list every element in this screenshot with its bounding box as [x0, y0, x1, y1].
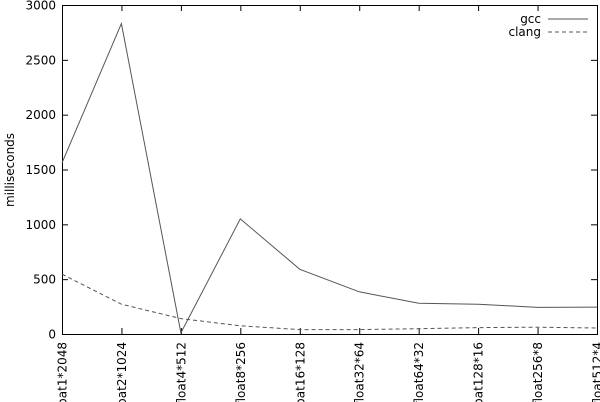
plot-frame: [62, 5, 598, 335]
x-tick-label: float256*8: [531, 342, 545, 402]
x-tick-label: float128*16: [472, 342, 486, 402]
x-axis: float1*2048 float2*1024 float4*512 float8*2…: [56, 5, 600, 402]
legend-label-clang: clang: [508, 25, 541, 39]
y-tick-label: 1000: [25, 218, 56, 232]
y-tick-label: 1500: [25, 163, 56, 177]
x-tick-label: float2*1024: [115, 342, 129, 402]
series-line-clang: [61, 273, 598, 331]
y-tick-label: 0: [48, 328, 56, 342]
legend-label-gcc: gcc: [520, 12, 541, 26]
series-line-gcc: [61, 21, 598, 335]
x-tick-label: float64*32: [412, 342, 426, 402]
x-tick-label: float512*4: [591, 342, 600, 402]
y-axis: 0 500 1000 1500 2000 2500 3000: [25, 0, 597, 342]
y-tick-label: 500: [33, 273, 56, 287]
series-layer: [61, 21, 598, 335]
x-tick-label: float32*64: [353, 342, 367, 402]
y-axis-label: milliseconds: [3, 133, 17, 207]
x-tick-label: float1*2048: [56, 342, 70, 402]
x-tick-label: float16*128: [293, 342, 307, 402]
y-tick-label: 2500: [25, 53, 56, 67]
x-tick-label: float4*512: [174, 342, 188, 402]
y-tick-label: 3000: [25, 0, 56, 13]
y-tick-label: 2000: [25, 108, 56, 122]
x-tick-label: float8*256: [234, 342, 248, 402]
